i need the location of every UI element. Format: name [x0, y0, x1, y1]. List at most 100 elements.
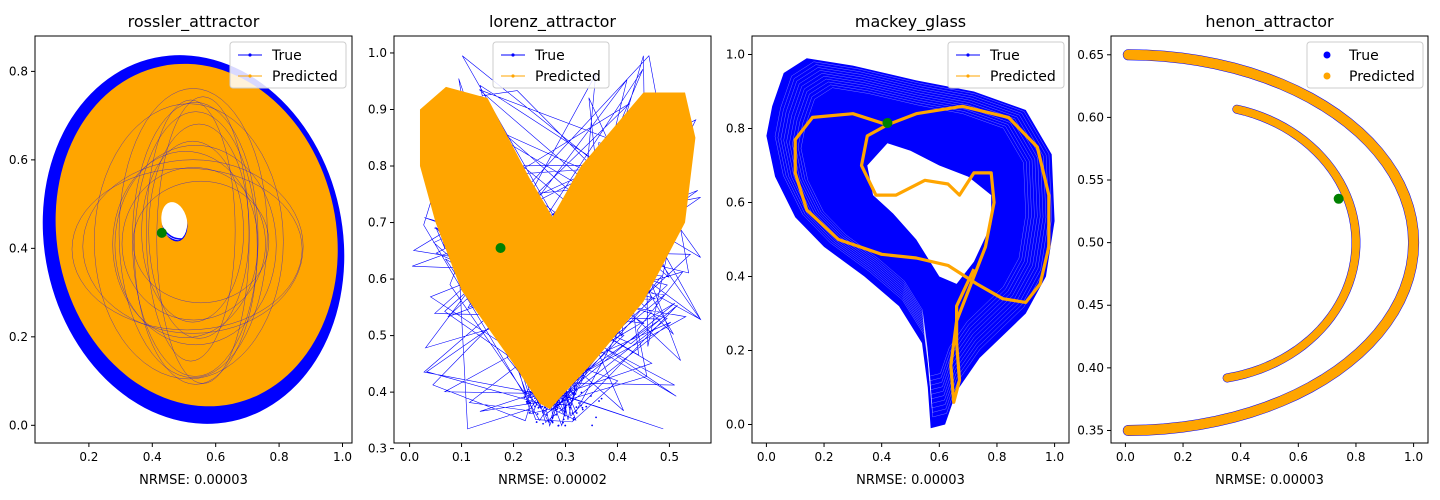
- true-point: [532, 411, 535, 414]
- true-point: [555, 408, 558, 411]
- y-tick-label: 0.3: [368, 442, 387, 456]
- x-tick-label: 0.2: [504, 450, 523, 464]
- y-tick-label: 1.0: [368, 46, 387, 60]
- legend-marker-predicted: [511, 74, 515, 78]
- chart-title: rossler_attractor: [128, 12, 260, 32]
- x-tick-label: 0.5: [660, 450, 679, 464]
- y-tick-label: 0.6: [368, 272, 387, 286]
- legend-marker-true: [966, 53, 970, 57]
- legend-label-predicted: Predicted: [990, 69, 1056, 85]
- true-orbit-line: [114, 145, 277, 346]
- true-orbit-line: [132, 180, 270, 304]
- start-point-marker: [1333, 193, 1344, 204]
- legend-label-true: True: [271, 48, 302, 64]
- legend: True Predicted: [229, 41, 347, 89]
- true-point: [575, 412, 578, 414]
- axes-frame: [393, 35, 712, 444]
- x-tick-label: 1.0: [333, 450, 352, 464]
- x-tick-label: 0.4: [143, 450, 162, 464]
- true-orbit-line: [121, 167, 266, 321]
- y-tick-label: 0.4: [9, 241, 28, 255]
- true-point: [564, 406, 567, 409]
- y-tick-label: 0.8: [9, 64, 28, 78]
- x-tick-label: 0.0: [400, 450, 419, 464]
- true-point: [573, 416, 575, 419]
- true-point: [575, 406, 578, 409]
- x-tick-label: 1.0: [1404, 450, 1423, 464]
- legend-label-true: True: [989, 48, 1020, 64]
- true-point: [585, 405, 588, 408]
- true-point: [564, 424, 567, 427]
- true-point: [568, 403, 571, 406]
- true-point: [568, 406, 571, 409]
- x-tick-label: 0.4: [1231, 450, 1250, 464]
- true-point: [562, 421, 564, 424]
- x-tick-label: 0.8: [987, 450, 1006, 464]
- x-tick-label: 0.2: [79, 450, 98, 464]
- y-tick-label: 0.8: [726, 122, 745, 136]
- legend-label-true: True: [534, 48, 565, 64]
- y-tick-label: 0.0: [726, 418, 745, 432]
- legend-marker-true: [248, 53, 252, 57]
- x-axis-label: NRMSE: 0.00003: [1215, 473, 1324, 488]
- true-point: [600, 397, 603, 400]
- legend: True Predicted: [492, 41, 610, 89]
- true-point: [529, 401, 532, 404]
- y-tick-label: 0.65: [1077, 48, 1104, 62]
- panel-henon_attractor-axes: 0.0 0.2 0.4 0.6 0.8 1.0 0.35 0.40 0.45 0.50 0.55 0.…: [1077, 12, 1429, 488]
- panel-lorenz_attractor-axes: 0.0 0.1 0.2 0.3 0.4 0.5 0.3 0.4 0.5 0.6 0.7 0.8 0.9 1…: [368, 12, 712, 488]
- true-point: [581, 408, 584, 411]
- x-tick-label: 0.6: [206, 450, 225, 464]
- true-inner-arc: [1222, 104, 1361, 383]
- start-point-marker: [882, 117, 893, 128]
- x-tick-label: 0.6: [1289, 450, 1308, 464]
- true-point: [535, 421, 538, 423]
- true-orbit-line: [118, 88, 268, 378]
- predicted-outer-arc: [1123, 49, 1419, 436]
- y-tick-label: 0.60: [1077, 110, 1104, 124]
- x-tick-label: 0.6: [930, 450, 949, 464]
- true-point: [551, 420, 554, 423]
- y-tick-label: 0.8: [368, 159, 387, 173]
- x-tick-label: 0.0: [1116, 450, 1135, 464]
- x-tick-label: 0.3: [556, 450, 575, 464]
- true-orbit-line: [82, 159, 304, 334]
- true-point: [581, 406, 584, 409]
- y-tick-label: 0.35: [1077, 423, 1104, 437]
- true-point: [580, 404, 582, 407]
- true-point: [524, 391, 526, 394]
- series-predicted: [1123, 49, 1419, 436]
- true-point: [561, 397, 564, 400]
- true-orbit-line: [783, 70, 1044, 404]
- y-tick-label: 0.50: [1077, 236, 1104, 250]
- true-orbit-line: [71, 168, 303, 331]
- true-point: [545, 414, 548, 416]
- true-point: [532, 395, 535, 398]
- y-tick-label: 1.0: [726, 48, 745, 62]
- y-tick-label: 0.6: [9, 153, 28, 167]
- legend: True Predicted: [947, 41, 1065, 89]
- true-point: [527, 400, 530, 403]
- x-axis-label: NRMSE: 0.00003: [856, 473, 965, 488]
- x-axis-label: NRMSE: 0.00003: [139, 473, 248, 488]
- true-orbit-line: [94, 103, 284, 380]
- x-tick-label: 0.1: [452, 450, 471, 464]
- legend-label-predicted: Predicted: [535, 69, 601, 85]
- true-point: [542, 422, 544, 425]
- true-point: [529, 396, 532, 399]
- true-point: [544, 406, 547, 409]
- true-point: [523, 396, 526, 399]
- y-tick-label: 0.0: [9, 418, 28, 432]
- true-point: [527, 402, 530, 405]
- true-point: [550, 408, 553, 411]
- series-true: [766, 58, 1055, 429]
- x-tick-label: 0.8: [270, 450, 289, 464]
- y-tick-label: 0.4: [726, 270, 745, 284]
- legend-marker-predicted: [966, 74, 970, 78]
- true-orbit-line: [797, 84, 1029, 382]
- panel-rossler_attractor-axes: 0.2 0.4 0.6 0.8 1.0 0.0 0.2 0.4 0.6 0.8 rossler_at…: [9, 12, 353, 488]
- x-tick-label: 0.8: [1346, 450, 1365, 464]
- y-tick-label: 0.2: [726, 344, 745, 358]
- axes-frame: [1110, 35, 1429, 444]
